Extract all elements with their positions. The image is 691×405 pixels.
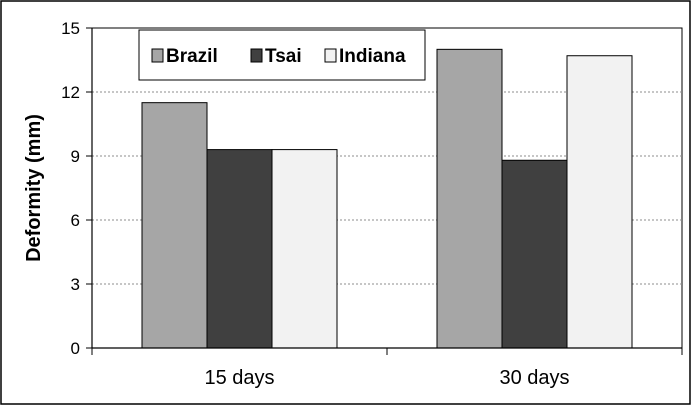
y-axis-title: Deformity (mm) — [23, 114, 45, 262]
legend-swatch-brazil — [151, 48, 164, 63]
legend-label-brazil: Brazil — [166, 46, 218, 67]
y-tick-label: 0 — [71, 339, 80, 358]
axes: 0 3 6 9 12 15 15 days 30 days — [61, 19, 683, 389]
bar-brazil-30-days — [436, 48, 503, 349]
legend-label-tsai: Tsai — [265, 46, 302, 67]
legend-box — [138, 29, 426, 81]
x-category-label: 15 days — [204, 367, 274, 389]
legend-swatch-tsai — [250, 48, 263, 63]
x-category-label: 30 days — [499, 367, 569, 389]
bar-tsai-30-days — [501, 159, 568, 349]
y-tick-label: 3 — [71, 275, 80, 294]
legend: Brazil Tsai Indiana — [138, 29, 426, 81]
bar-indiana-15-days — [271, 149, 338, 349]
y-tick-label: 15 — [61, 19, 80, 38]
bar-indiana-30-days — [566, 55, 633, 349]
bar-brazil-15-days — [141, 102, 208, 349]
bar-tsai-15-days — [206, 149, 273, 349]
y-tick-label: 6 — [71, 211, 80, 230]
legend-swatch-indiana — [324, 48, 337, 63]
legend-label-indiana: Indiana — [339, 46, 406, 67]
bars — [141, 48, 633, 349]
y-tick-label: 9 — [71, 147, 80, 166]
y-tick-label: 12 — [61, 83, 80, 102]
